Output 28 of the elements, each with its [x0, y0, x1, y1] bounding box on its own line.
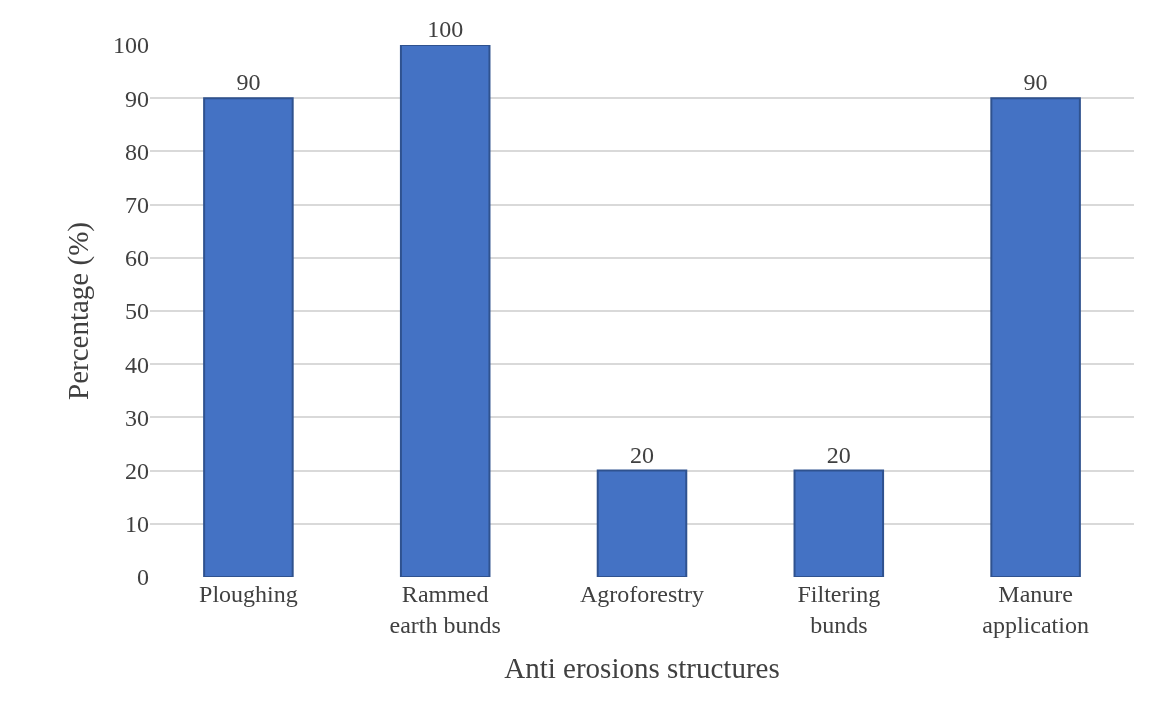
x-axis-title: Anti erosions structures	[504, 652, 780, 684]
x-tick-label: Rammed earth bunds	[389, 581, 501, 639]
data-label: 100	[427, 16, 464, 42]
data-label: 20	[630, 441, 654, 468]
x-tick-label: Ploughing	[199, 581, 298, 607]
bar	[596, 469, 688, 577]
x-tick-label: Agroforestry	[580, 581, 704, 607]
y-tick-label: 0	[137, 564, 149, 591]
x-tick-label: Manure application	[982, 581, 1089, 639]
y-tick-label: 90	[125, 85, 149, 112]
y-tick-label: 20	[125, 458, 149, 484]
y-tick-label: 80	[125, 138, 149, 165]
y-tick-label: 30	[125, 404, 149, 431]
y-tick-label: 50	[125, 298, 149, 325]
y-tick-label: 70	[125, 192, 149, 218]
data-label: 90	[236, 69, 261, 96]
y-tick-label: 60	[125, 245, 149, 272]
x-tick-label: Filtering bunds	[797, 581, 881, 639]
bar	[399, 45, 491, 577]
bar	[990, 97, 1081, 577]
data-label: 20	[826, 441, 851, 468]
y-tick-label: 100	[113, 32, 149, 59]
y-axis-title: Percentage (%)	[62, 222, 96, 400]
y-tick-label: 40	[125, 351, 149, 378]
bar	[203, 97, 294, 577]
y-tick-label: 10	[125, 511, 149, 538]
bar	[793, 469, 885, 577]
data-label: 90	[1023, 69, 1048, 96]
